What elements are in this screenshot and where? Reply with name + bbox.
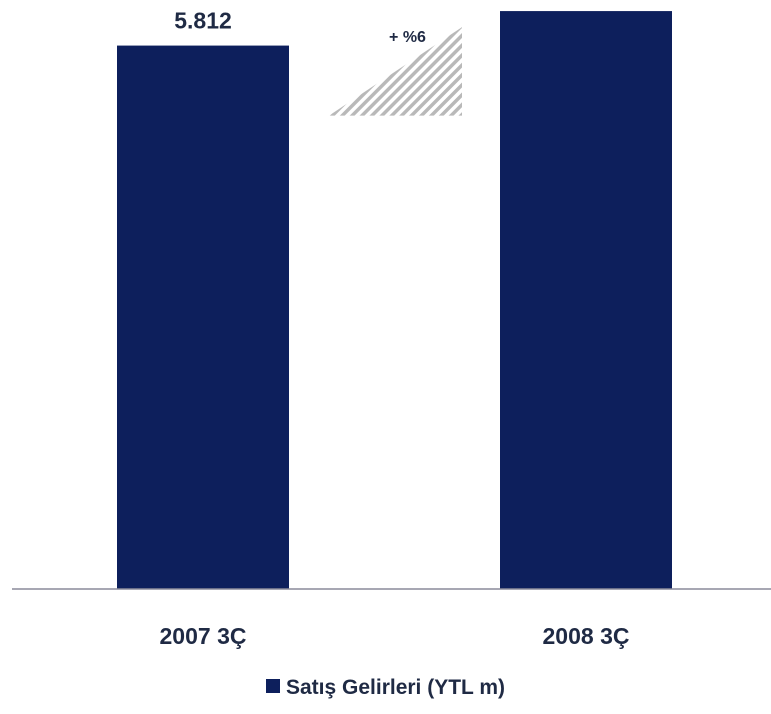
growth-triangle bbox=[329, 27, 462, 116]
bar-2 bbox=[500, 11, 672, 590]
category-label-2: 2008 3Ç bbox=[543, 623, 630, 649]
legend: Satış Gelirleri (YTL m) bbox=[0, 676, 771, 700]
category-label-1: 2007 3Ç bbox=[160, 623, 247, 649]
legend-label: Satış Gelirleri (YTL m) bbox=[285, 676, 505, 699]
growth-label: + %6 bbox=[389, 29, 426, 46]
value-label-1: 5.812 bbox=[174, 8, 232, 34]
bar-1 bbox=[117, 45, 289, 589]
legend-swatch bbox=[265, 679, 280, 693]
